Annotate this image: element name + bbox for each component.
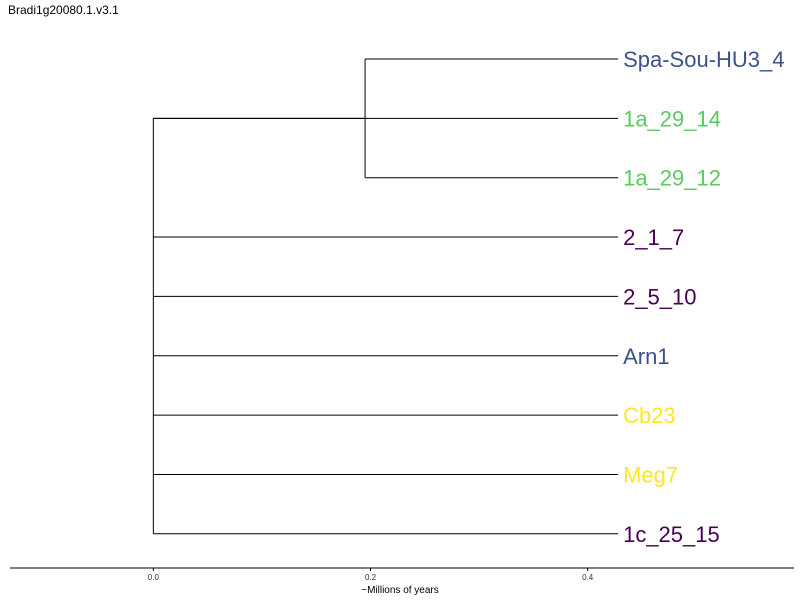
x-tick-label-0: 0.0 <box>148 573 160 582</box>
tip-label-0: Spa-Sou-HU3_4 <box>623 47 784 72</box>
tip-label-6: Cb23 <box>623 403 676 428</box>
x-axis-ticks: 0.0 0.2 0.4 <box>148 568 594 582</box>
tip-label-2: 1a_29_12 <box>623 166 721 191</box>
tip-label-4: 2_5_10 <box>623 284 696 309</box>
tip-label-7: Meg7 <box>623 462 678 487</box>
x-tick-label-2: 0.4 <box>582 573 594 582</box>
x-axis-title: ~Millions of years <box>361 585 439 596</box>
tip-label-5: Arn1 <box>623 344 669 369</box>
tip-label-3: 2_1_7 <box>623 225 684 250</box>
tip-labels: Spa-Sou-HU3_4 1a_29_14 1a_29_12 2_1_7 2_5_10… <box>623 47 784 547</box>
tree-branches <box>152 58 619 535</box>
tip-label-1: 1a_29_14 <box>623 106 721 131</box>
x-tick-label-1: 0.2 <box>365 573 377 582</box>
tip-label-8: 1c_25_15 <box>623 522 720 547</box>
chart-title: Bradi1g20080.1.v3.1 <box>8 3 119 17</box>
